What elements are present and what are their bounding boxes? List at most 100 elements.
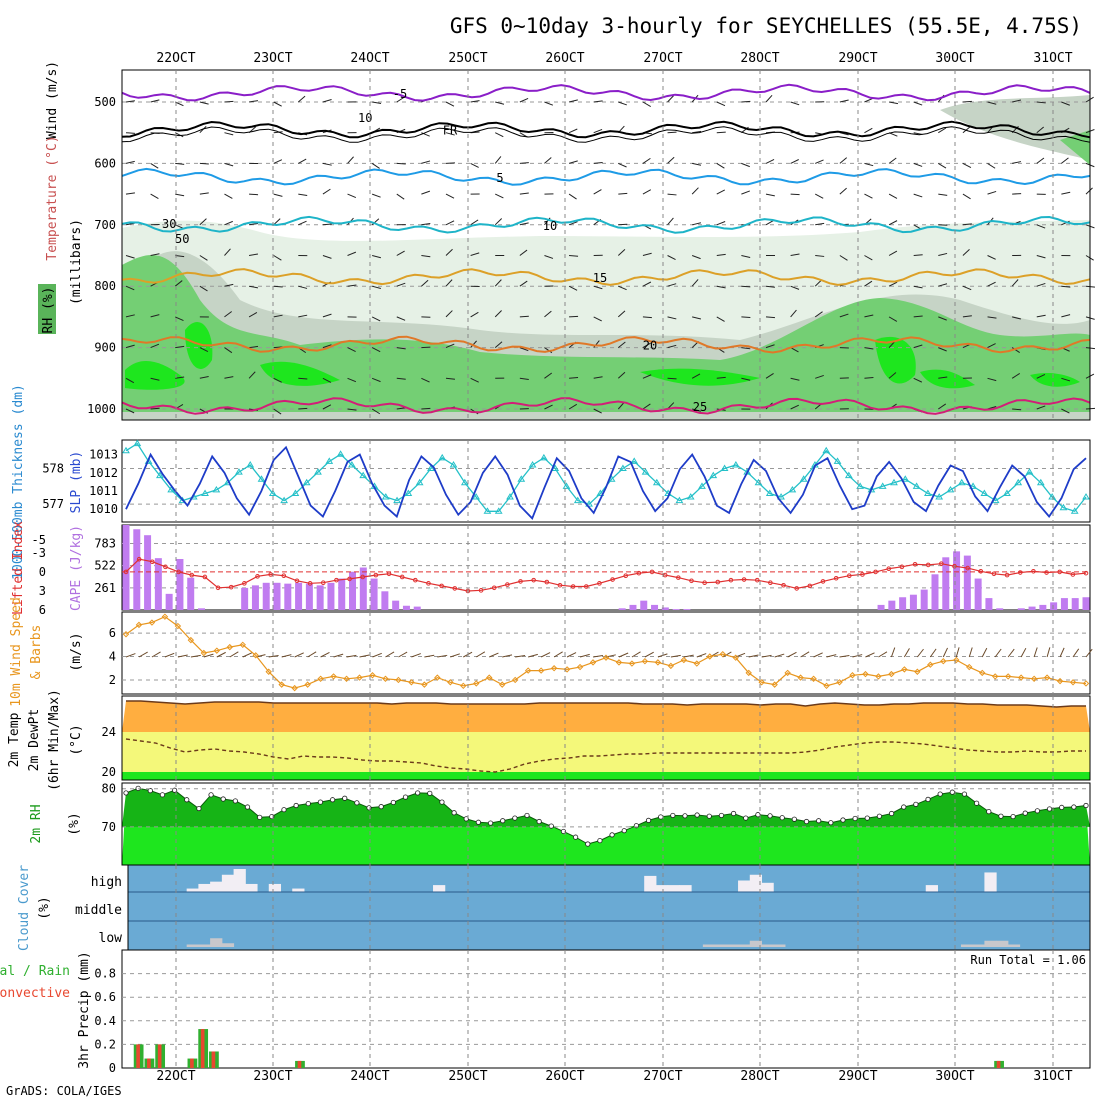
lifted-index-point	[531, 577, 536, 583]
cloud-low-bar	[960, 944, 974, 947]
thickness-tick-label: 577	[42, 497, 64, 511]
wind-barb	[175, 376, 185, 379]
precip-tick-label: 0.4	[94, 1014, 116, 1028]
thickness-point	[359, 471, 368, 479]
wind-barb	[618, 101, 627, 106]
wind-speed-point	[823, 682, 830, 690]
wind-barb	[716, 316, 725, 322]
wind-barb	[569, 315, 579, 318]
thickness-point	[460, 478, 469, 486]
isotherm-line	[121, 397, 1091, 415]
wind-barb	[913, 285, 923, 289]
precip-tick-label: 0.6	[94, 990, 116, 1004]
temp2m-unit-label: (°C)	[69, 724, 84, 755]
wind-speed-point	[589, 659, 597, 666]
wind-barb	[445, 377, 456, 380]
wind-speed-point	[239, 641, 246, 649]
rh-point	[1046, 806, 1053, 812]
rh-point	[876, 813, 883, 819]
rh-point	[415, 790, 421, 796]
thickness-point	[675, 496, 684, 504]
lifted-index-point	[228, 584, 234, 590]
lifted-index-point	[833, 575, 839, 581]
wind-barb	[683, 654, 694, 658]
thickness-point	[878, 482, 887, 489]
lifted-index-point	[1057, 569, 1062, 575]
lifted-index-point	[360, 574, 366, 580]
rh-point	[828, 820, 834, 826]
wind-barb	[566, 652, 577, 658]
wind-barb	[790, 377, 800, 381]
wind-speed-point	[369, 672, 376, 679]
wind-barb	[617, 401, 625, 410]
wind-barb	[864, 314, 874, 318]
wind-speed-point	[291, 684, 298, 692]
wind-barb	[568, 99, 578, 103]
wind-speed-point	[602, 654, 610, 661]
wind-barb	[1061, 101, 1070, 106]
wind-barb	[298, 193, 308, 196]
thickness-point	[1082, 493, 1090, 500]
rh-shade-bright	[640, 368, 760, 386]
lifted-index-point	[123, 569, 129, 575]
wind-barb	[333, 653, 344, 658]
top-date-label: 29OCT	[838, 51, 877, 66]
wind-barb	[962, 193, 971, 200]
cape-bar	[144, 535, 152, 610]
rh-axis-label: RH (%)	[41, 287, 56, 334]
lifted-index-point	[347, 576, 352, 582]
wind-barb	[962, 223, 972, 226]
thickness-slp-frame	[121, 439, 1091, 523]
lifted-index-point	[281, 573, 287, 579]
rh-point	[743, 815, 749, 821]
wind-barb	[1061, 191, 1071, 195]
wind-barb	[642, 101, 651, 107]
thickness-point	[438, 453, 447, 461]
wind-speed-point	[875, 673, 882, 680]
thickness-point	[517, 475, 526, 482]
wind-barb	[322, 255, 332, 259]
thickness-point	[720, 464, 729, 472]
top-date-label: 22OCT	[156, 51, 195, 66]
lifted-index-point	[939, 561, 944, 566]
temp-tick-label: 20	[102, 765, 116, 779]
wind-barb	[741, 190, 750, 195]
wind-barb	[298, 220, 307, 226]
wind-barb	[691, 255, 701, 260]
lifted-index-point	[846, 573, 852, 579]
wind-barb	[307, 651, 317, 658]
wind-barb	[569, 376, 579, 379]
wind-barb	[790, 253, 800, 256]
thickness-axis-label: 1000-500mb Thickness (dm)	[11, 384, 26, 580]
slp-axis-label: SLP (mb)	[69, 451, 84, 514]
cloud-low-bar	[702, 944, 716, 947]
wind-speed-point	[1004, 673, 1012, 680]
wind-barb	[790, 285, 800, 290]
wind-speed-point	[719, 650, 726, 658]
wind-barb	[371, 193, 381, 198]
rh-2m-panel: 70 80	[102, 782, 1091, 866]
precip-convective-bar	[136, 1044, 140, 1068]
lifted-index-point	[702, 580, 707, 585]
wind-barb	[502, 654, 513, 658]
wind-barb	[125, 408, 135, 414]
wind-barb	[445, 193, 455, 199]
wind-speed-point	[200, 649, 208, 657]
wind-barb	[667, 156, 675, 164]
cape-bar	[996, 608, 1004, 610]
lifted-index-point	[952, 563, 957, 569]
cape-bar	[920, 589, 928, 610]
wind-barb	[1061, 377, 1071, 382]
cape-bar	[1060, 598, 1068, 610]
wind-barb	[865, 652, 875, 658]
wind-barb	[150, 99, 160, 103]
rh-point	[779, 815, 785, 821]
wind-barb	[150, 343, 160, 349]
wind10m-unit-label: (m/s)	[69, 632, 84, 671]
wind-barb	[125, 255, 135, 259]
rh-point	[257, 814, 263, 820]
wind-barb	[642, 403, 651, 410]
lifted-index-point	[544, 579, 550, 585]
wind-barb	[371, 347, 381, 353]
cape-bar	[1039, 604, 1047, 610]
